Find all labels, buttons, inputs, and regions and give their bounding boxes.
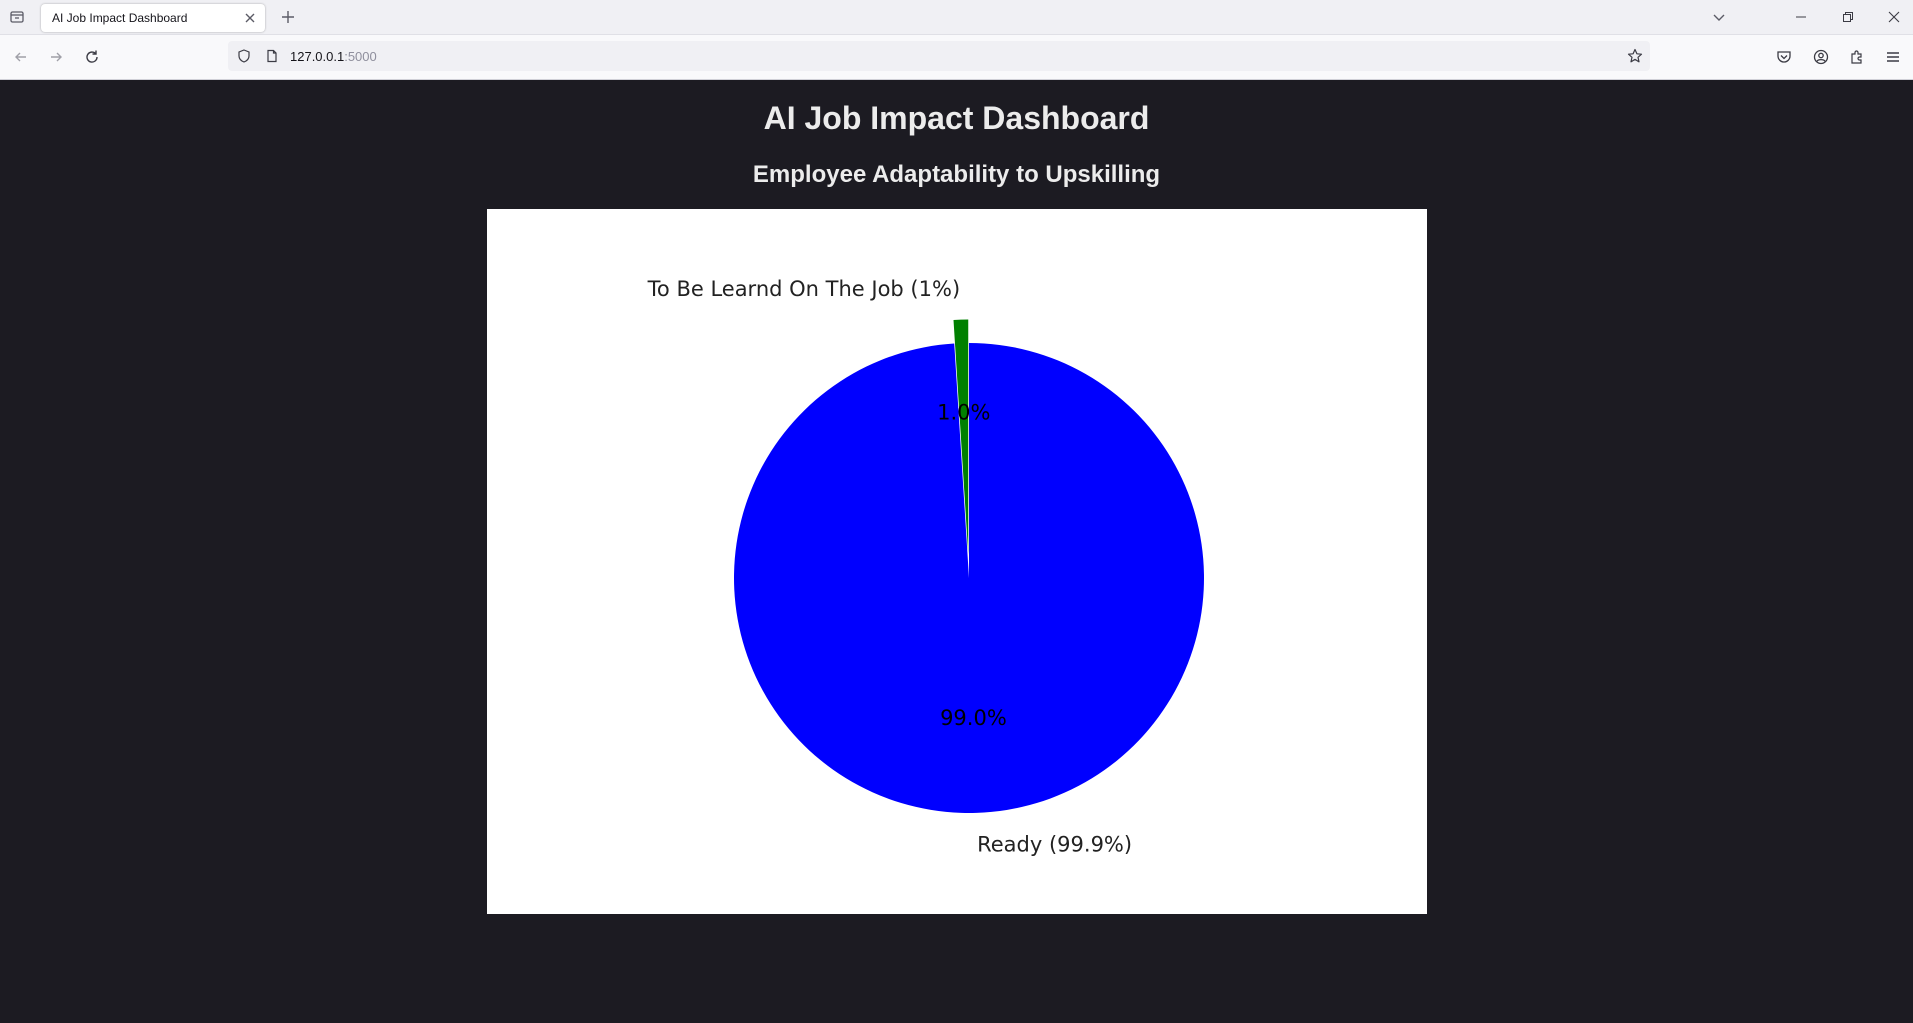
navigation-toolbar: 127.0.0.1:5000 — [0, 35, 1913, 80]
pie-slice-pct-2: 99.0% — [940, 706, 1007, 730]
close-tab-icon[interactable] — [243, 11, 257, 25]
browser-tab-active[interactable]: AI Job Impact Dashboard — [41, 4, 265, 32]
back-arrow-icon[interactable] — [10, 46, 32, 68]
menu-icon[interactable] — [1882, 46, 1904, 68]
pie-slice-label-1: To Be Learnd On The Job (1%) — [647, 277, 960, 301]
bookmark-star-icon[interactable] — [1626, 47, 1644, 65]
restore-icon[interactable] — [1837, 6, 1859, 28]
pie-chart-svg: To Be Learnd On The Job (1%) 1.0% Ready (9… — [647, 277, 1204, 857]
section-title: Employee Adaptability to Upskilling — [752, 161, 1161, 188]
address-bar[interactable]: 127.0.0.1:5000 — [228, 41, 1650, 71]
pie-slice-1 — [953, 319, 969, 555]
url-host: 127.0.0.1 — [290, 49, 345, 64]
minimize-icon[interactable] — [1790, 6, 1812, 28]
tab-strip: AI Job Impact Dashboard — [0, 0, 1913, 35]
pocket-icon[interactable] — [1773, 46, 1795, 68]
url-port: :5000 — [344, 49, 377, 64]
pie-slice-2 — [734, 343, 1204, 814]
list-all-tabs-icon[interactable] — [6, 6, 28, 28]
pie-slice-pct-1: 1.0% — [937, 401, 990, 425]
chevron-down-icon[interactable] — [1708, 6, 1730, 28]
reload-icon[interactable] — [81, 46, 103, 68]
new-tab-icon[interactable] — [279, 8, 297, 26]
tab-title: AI Job Impact Dashboard — [52, 11, 188, 25]
account-icon[interactable] — [1810, 46, 1832, 68]
forward-arrow-icon[interactable] — [45, 46, 67, 68]
pie-chart: To Be Learnd On The Job (1%) 1.0% Ready (9… — [487, 209, 1427, 914]
pie-slice-label-2: Ready (99.9%) — [977, 833, 1132, 857]
extensions-icon[interactable] — [1846, 46, 1868, 68]
shield-icon[interactable] — [236, 48, 252, 64]
page-title: AI Job Impact Dashboard — [763, 100, 1150, 136]
url-text[interactable]: 127.0.0.1:5000 — [290, 49, 377, 64]
page-content: AI Job Impact Dashboard Employee Adaptab… — [0, 80, 1913, 1023]
close-window-icon[interactable] — [1883, 6, 1905, 28]
page-icon[interactable] — [264, 48, 280, 64]
